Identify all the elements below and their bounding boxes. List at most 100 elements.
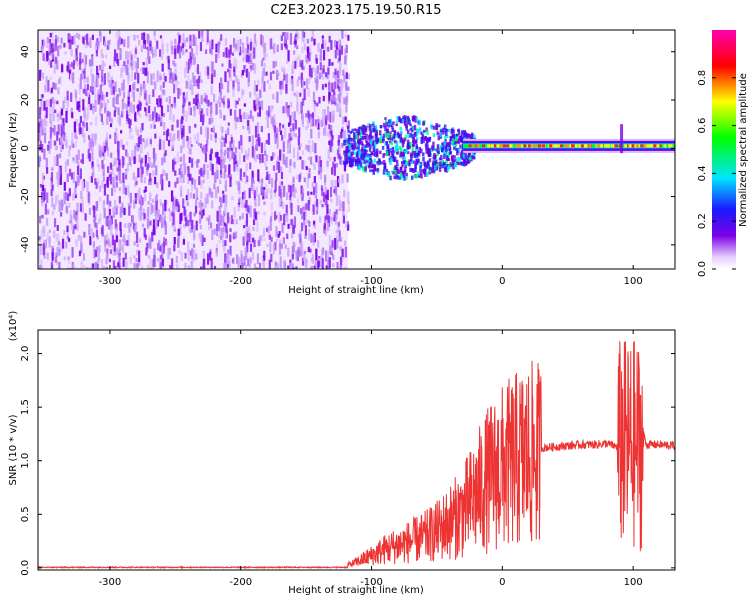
heatmap-cell [109, 242, 112, 248]
heatmap-cell [210, 148, 213, 154]
heatmap-cell [317, 257, 321, 262]
heatmap-cell [193, 249, 196, 262]
heatmap-cell [408, 159, 411, 163]
heatmap-cell [56, 247, 59, 251]
heatmap-cell [256, 219, 259, 232]
heatmap-cell [301, 207, 304, 219]
heatmap-cell [267, 110, 270, 118]
heatmap-cell [66, 225, 69, 233]
heatmap-cell [311, 140, 315, 152]
heatmap-cell [307, 87, 310, 97]
heatmap-cell [249, 243, 253, 252]
heatmap-cell [59, 174, 62, 185]
heatmap-cell [350, 152, 353, 156]
heatmap-cell [131, 215, 135, 224]
heatmap-cell [320, 119, 323, 128]
heatmap-cell [119, 239, 122, 250]
heatmap-cell [365, 141, 369, 146]
heatmap-cell [238, 108, 242, 120]
heatmap-cell [110, 152, 113, 158]
heatmap-cell [61, 140, 64, 145]
heatmap-cell [347, 129, 350, 133]
heatmap-cell [238, 197, 241, 201]
heatmap-cell [335, 235, 339, 241]
heatmap-cell [74, 89, 77, 99]
heatmap-cell [163, 131, 166, 136]
heatmap-cell [335, 209, 338, 215]
heatmap-cell [274, 241, 277, 251]
heatmap-cell [245, 231, 248, 241]
heatmap-cell [177, 228, 180, 236]
heatmap-cell [106, 99, 110, 104]
heatmap-cell [168, 69, 171, 73]
heatmap-cell [470, 155, 474, 159]
heatmap-cell [187, 213, 190, 218]
heatmap-cell [58, 261, 61, 269]
heatmap-cell [113, 110, 116, 117]
heatmap-cell [56, 260, 59, 265]
heatmap-cell [276, 44, 279, 53]
heatmap-cell [210, 43, 213, 56]
heatmap-cell [68, 34, 71, 40]
heatmap-cell [261, 70, 264, 83]
heatmap-cell [269, 242, 272, 253]
heatmap-cell [197, 78, 200, 89]
heatmap-cell [49, 76, 53, 81]
heatmap-cell [468, 134, 471, 139]
heatmap-cell [326, 160, 329, 167]
heatmap-cell [280, 189, 283, 201]
heatmap-cell [38, 236, 41, 241]
heatmap-cell [280, 184, 283, 191]
heatmap-cell [227, 149, 230, 159]
heatmap-cell [72, 143, 75, 148]
heatmap-cell [213, 265, 217, 269]
heatmap-cell [44, 203, 47, 215]
heatmap-cell [289, 115, 292, 126]
heatmap-cell [96, 263, 99, 269]
heatmap-cell [52, 112, 55, 121]
heatmap-cell [102, 201, 105, 210]
heatmap-cell [66, 235, 69, 240]
heatmap-cell [103, 183, 107, 196]
heatmap-cell [253, 99, 256, 110]
heatmap-cell [400, 176, 403, 180]
heatmap-cell [324, 216, 327, 226]
heatmap-cell [96, 235, 99, 240]
heatmap-cell [114, 199, 117, 209]
heatmap-cell [337, 221, 340, 227]
heatmap-cell [624, 144, 628, 148]
heatmap-cell [179, 213, 182, 225]
heatmap-cell [373, 158, 376, 163]
heatmap-cell [88, 94, 91, 105]
heatmap-cell [72, 225, 75, 235]
heatmap-cell [369, 139, 373, 145]
heatmap-cell [355, 134, 358, 140]
heatmap-cell [81, 181, 84, 190]
heatmap-cell [359, 162, 363, 168]
heatmap-cell [309, 248, 312, 253]
heatmap-cell [420, 174, 423, 179]
heatmap-cell [205, 168, 208, 173]
heatmap-cell [378, 130, 382, 136]
heatmap-cell [58, 166, 61, 178]
heatmap-cell [42, 199, 45, 203]
heatmap-cell [127, 185, 130, 196]
heatmap-cell [353, 137, 356, 144]
heatmap-cell [128, 85, 132, 92]
y-tick-label: 1.5 [20, 399, 31, 415]
heatmap-cell [237, 259, 240, 269]
heatmap-cell [113, 160, 116, 167]
heatmap-cell [53, 230, 56, 238]
heatmap-cell [253, 63, 257, 74]
heatmap-cell [237, 83, 240, 93]
heatmap-cell [326, 265, 330, 269]
heatmap-cell [270, 156, 273, 161]
heatmap-cell [176, 263, 179, 269]
heatmap-cell [78, 105, 81, 113]
heatmap-cell [233, 152, 236, 161]
heatmap-cell [375, 153, 379, 158]
heatmap-cell [434, 165, 437, 171]
heatmap-cell [410, 155, 413, 162]
heatmap-cell [84, 213, 87, 221]
heatmap-cell [413, 150, 417, 156]
